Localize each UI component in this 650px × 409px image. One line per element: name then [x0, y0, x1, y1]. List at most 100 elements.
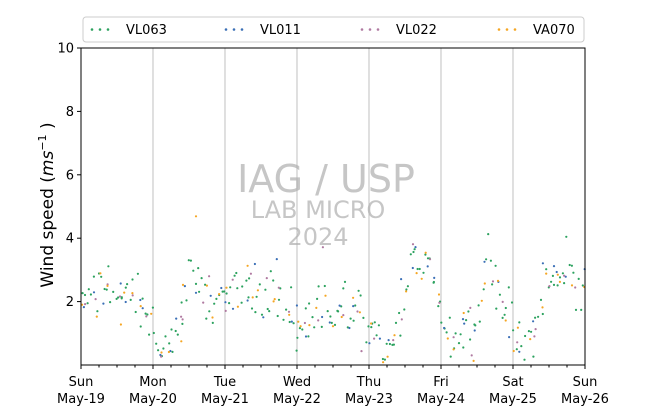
- data-point-va070: [556, 273, 559, 276]
- data-point-vl063: [277, 298, 281, 301]
- data-point-vl011: [262, 316, 265, 319]
- data-point-vl063: [545, 268, 548, 271]
- data-point-vl022: [317, 319, 320, 322]
- data-point-vl063: [96, 310, 99, 313]
- data-point-vl022: [145, 315, 148, 318]
- data-point-vl063: [403, 308, 406, 311]
- data-point-vl063: [187, 259, 190, 262]
- legend-marker: [90, 28, 94, 31]
- data-point-vl063: [507, 286, 510, 289]
- data-point-vl063: [370, 326, 373, 329]
- data-point-vl011: [348, 326, 351, 330]
- data-point-vl022: [287, 310, 291, 313]
- data-point-vl063: [266, 307, 269, 311]
- data-point-vl022: [84, 303, 87, 306]
- data-point-vl063: [373, 321, 376, 324]
- data-point-vl063: [399, 334, 402, 337]
- data-point-vl063: [320, 325, 323, 328]
- data-point-vl063: [213, 302, 216, 305]
- legend-marker: [505, 28, 509, 31]
- data-point-vl063: [342, 287, 345, 290]
- data-point-vl063: [129, 298, 132, 301]
- data-point-vl063: [534, 316, 537, 319]
- watermark-line2: LAB MICRO: [251, 196, 386, 224]
- data-point-vl063: [448, 316, 451, 319]
- data-point-vl063: [337, 310, 340, 313]
- data-point-vl063: [539, 298, 543, 301]
- data-point-vl063: [572, 271, 575, 274]
- data-point-vl022: [356, 310, 359, 313]
- data-point-vl063: [124, 286, 127, 289]
- data-point-vl063: [437, 305, 440, 308]
- data-point-vl022: [303, 321, 306, 325]
- data-point-vl022: [516, 341, 519, 344]
- data-point-va070: [324, 294, 327, 297]
- data-point-vl011: [338, 304, 341, 307]
- data-point-vl063: [103, 287, 106, 291]
- data-point-vl063: [174, 329, 177, 333]
- y-tick-label: 8: [66, 105, 74, 120]
- data-point-vl063: [109, 301, 112, 304]
- data-point-vl063: [245, 279, 248, 282]
- x-tick-day: Sun: [573, 375, 598, 390]
- data-point-vl011: [290, 320, 293, 323]
- data-point-vl063: [524, 334, 527, 338]
- x-axis-ticks: Sun May-19 Mon May-20 Tue May-21 Wed May-22 Thu M…: [57, 365, 609, 407]
- data-point-vl011: [555, 270, 558, 274]
- legend-marker: [497, 28, 501, 31]
- watermark: IAG / USP LAB MICRO 2024: [237, 157, 415, 251]
- data-point-va070: [452, 348, 455, 351]
- data-point-vl063: [561, 272, 565, 275]
- data-point-vl063: [236, 287, 239, 290]
- data-point-vl063: [250, 307, 254, 310]
- watermark-line3: 2024: [287, 223, 348, 251]
- data-point-vl063: [457, 342, 461, 345]
- y-axis-ticks: 2 4 6 8 10: [57, 42, 81, 310]
- data-point-va070: [272, 300, 275, 303]
- legend-marker: [98, 28, 102, 31]
- data-point-vl063: [501, 316, 504, 319]
- data-point-vl022: [160, 355, 163, 358]
- data-point-vl022: [563, 274, 566, 277]
- data-point-vl011: [194, 291, 198, 294]
- data-point-vl022: [360, 350, 363, 353]
- data-point-va070: [139, 305, 142, 308]
- data-point-vl063: [223, 290, 226, 293]
- x-tick-date: May-23: [345, 392, 393, 407]
- data-point-vl063: [418, 267, 421, 271]
- data-point-vl063: [152, 331, 155, 335]
- data-point-vl063: [290, 286, 293, 289]
- data-point-va070: [370, 322, 373, 325]
- data-point-va070: [424, 251, 427, 254]
- data-point-vl063: [520, 345, 523, 348]
- data-point-vl063: [426, 257, 430, 260]
- data-point-vl063: [157, 349, 160, 352]
- data-point-vl063: [577, 277, 580, 280]
- data-point-va070: [496, 279, 500, 282]
- data-point-vl063: [168, 342, 171, 345]
- data-point-vl063: [465, 319, 468, 322]
- data-point-vl063: [558, 276, 562, 279]
- data-point-vl011: [220, 286, 223, 290]
- data-point-vl063: [392, 343, 395, 346]
- data-point-vl011: [541, 262, 545, 265]
- data-point-vl063: [105, 288, 108, 291]
- data-point-vl063: [241, 285, 244, 288]
- data-point-vl063: [89, 293, 92, 296]
- data-point-vl022: [118, 295, 122, 298]
- data-point-vl063: [375, 334, 378, 337]
- data-point-vl063: [354, 304, 357, 307]
- data-point-vl063: [574, 308, 578, 311]
- data-point-vl022: [277, 286, 280, 289]
- data-point-va070: [315, 306, 318, 309]
- data-point-va070: [119, 323, 122, 326]
- data-point-vl011: [175, 317, 178, 320]
- x-tick-day: Mon: [139, 375, 166, 390]
- data-point-vl011: [275, 258, 278, 261]
- data-point-va070: [545, 272, 548, 275]
- legend-label-vl011: VL011: [260, 23, 301, 38]
- legend-marker: [368, 28, 372, 31]
- data-point-va070: [405, 290, 408, 293]
- legend-marker: [224, 28, 228, 31]
- data-point-vl022: [392, 339, 395, 342]
